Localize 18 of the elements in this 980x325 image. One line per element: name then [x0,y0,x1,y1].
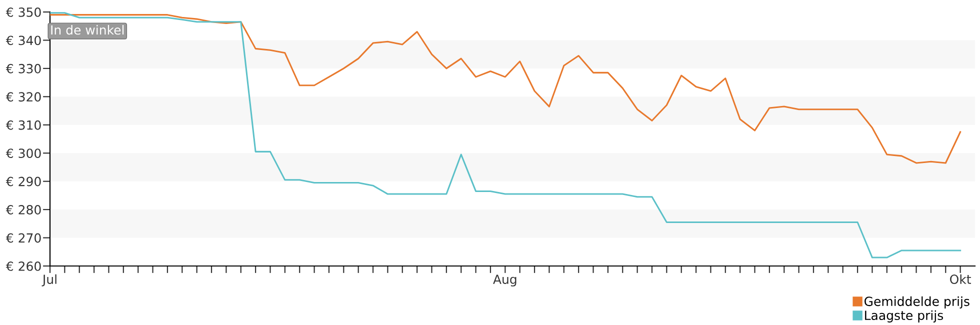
line-series [50,12,962,258]
legend-label: Laagste prijs [865,310,944,322]
annotation: In de winkel [51,25,124,35]
y-tick-label: € 330 [6,64,41,74]
y-tick-label: € 290 [6,176,41,186]
x-tick-label: Jul [42,274,56,286]
y-tick-label: € 310 [6,120,41,130]
legend-label: Gemiddelde prijs [864,296,970,308]
y-tick-label: € 300 [6,148,41,158]
x-tick-label: Aug [493,274,516,286]
y-tick-label: € 320 [6,92,41,102]
y-tick-label: € 340 [6,36,41,46]
x-tick-label: Okt [950,274,972,284]
line-series [50,14,962,164]
y-tick-label: € 350 [6,7,41,17]
y-tick-label: € 260 [6,261,41,271]
y-tick-label: € 270 [6,233,41,243]
y-tick-label: € 280 [6,205,41,214]
